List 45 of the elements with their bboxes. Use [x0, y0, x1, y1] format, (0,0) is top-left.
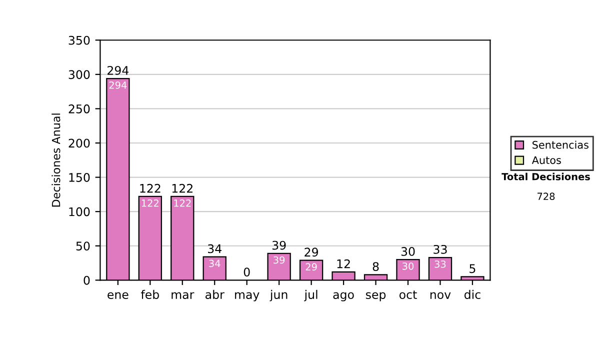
text: 728: [538, 192, 555, 200]
total-label: 29: [304, 248, 318, 257]
total-label: 34: [208, 244, 222, 254]
x-tick-label: oct: [399, 290, 417, 300]
data-label: 34: [209, 260, 220, 268]
total-label: 0: [244, 268, 250, 276]
data-label: 122: [142, 199, 158, 207]
x-tick-label: feb: [140, 290, 159, 300]
x-tick-label: abr: [206, 290, 224, 300]
x-tick-label: dic: [464, 290, 480, 300]
y-tick-label: 50: [76, 242, 90, 251]
x-tick-label: nov: [430, 292, 451, 300]
y-tick-label: 250: [68, 104, 90, 114]
x-tick-label: jun: [270, 290, 288, 302]
data-label: 30: [402, 262, 414, 270]
data-label: 122: [174, 199, 191, 207]
data-label: 33: [434, 260, 446, 268]
data-label: 39: [274, 256, 285, 264]
total-label: 122: [140, 184, 160, 193]
y-tick-label: 350: [68, 36, 90, 45]
y-tick-label: 0: [84, 276, 90, 285]
text: Total Decisiones: [502, 172, 590, 180]
y-tick-label: 150: [69, 173, 90, 182]
total-label: 39: [272, 240, 286, 250]
total-label: 122: [172, 184, 192, 193]
data-label: 294: [109, 81, 127, 89]
y-axis-title: Decisiones Anual: [52, 114, 60, 207]
x-tick-label: jul: [304, 290, 318, 302]
x-tick-label: ago: [333, 292, 354, 302]
total-label: 8: [372, 262, 379, 272]
x-tick-label: may: [235, 292, 260, 302]
legend-label: Sentencias: [532, 140, 588, 149]
data-label: 29: [306, 263, 317, 271]
total-label: 12: [337, 259, 350, 268]
legend-label: Autos: [532, 156, 561, 164]
total-label: 294: [108, 66, 129, 75]
y-tick-label: 100: [69, 207, 90, 216]
x-tick-label: sep: [366, 292, 386, 302]
total-label: 30: [401, 246, 415, 256]
total-label: 5: [470, 264, 476, 274]
x-tick-label: ene: [108, 292, 128, 300]
y-tick-label: 200: [68, 138, 90, 148]
y-tick-label: 300: [68, 70, 90, 80]
total-label: 33: [434, 244, 447, 254]
x-tick-label: mar: [172, 292, 194, 300]
